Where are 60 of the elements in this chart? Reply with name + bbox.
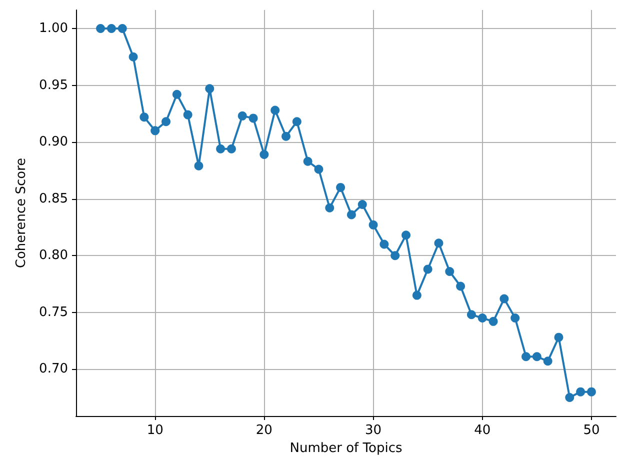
point	[96, 24, 106, 34]
point	[346, 210, 356, 220]
y-tick-label: 0.95	[39, 78, 68, 93]
point	[478, 314, 487, 323]
point	[106, 24, 116, 34]
point	[510, 314, 520, 323]
point	[314, 164, 324, 174]
y-tick-label: 0.90	[39, 134, 68, 150]
y-tick-label: 0.80	[39, 248, 68, 264]
point	[183, 110, 192, 120]
point	[292, 117, 302, 126]
point	[368, 220, 378, 230]
point	[194, 161, 204, 170]
point	[226, 144, 236, 154]
point	[260, 150, 269, 160]
point	[586, 387, 596, 396]
point	[282, 132, 290, 141]
y-tick-label: 0.85	[39, 191, 68, 206]
point	[466, 310, 476, 320]
point	[270, 106, 280, 115]
point	[358, 200, 367, 209]
point	[248, 114, 258, 123]
y-axis-title: Coherence Score	[14, 158, 29, 268]
point	[402, 230, 410, 240]
point	[205, 84, 214, 94]
point	[576, 387, 586, 396]
point	[565, 392, 574, 402]
point	[303, 156, 312, 166]
y-tick-label: 1.00	[39, 21, 68, 36]
x-tick-label: 20	[256, 423, 272, 438]
point	[172, 90, 182, 99]
point	[500, 294, 509, 304]
x-tick-label: 10	[146, 423, 164, 438]
point	[554, 332, 564, 342]
point	[325, 203, 334, 212]
point	[336, 182, 346, 192]
point	[434, 238, 444, 248]
point	[118, 24, 127, 34]
point	[532, 352, 542, 362]
point	[162, 117, 170, 126]
point	[445, 266, 454, 276]
point	[150, 126, 160, 136]
x-tick-label: 40	[474, 423, 491, 438]
point	[140, 112, 149, 122]
x-axis-title: Number of Topics	[290, 441, 402, 456]
y-tick-label: 0.70	[39, 362, 68, 377]
y-tick-label: 0.75	[39, 304, 68, 320]
x-tick-label: 30	[365, 423, 382, 438]
point	[380, 240, 389, 249]
point	[128, 52, 138, 62]
point	[238, 111, 247, 120]
point	[488, 316, 498, 326]
point	[543, 356, 552, 366]
point	[456, 282, 466, 291]
point	[522, 352, 530, 362]
point	[423, 264, 432, 274]
point	[412, 290, 422, 300]
x-tick-label: 50	[583, 423, 600, 438]
point	[216, 144, 226, 154]
point	[390, 251, 400, 260]
